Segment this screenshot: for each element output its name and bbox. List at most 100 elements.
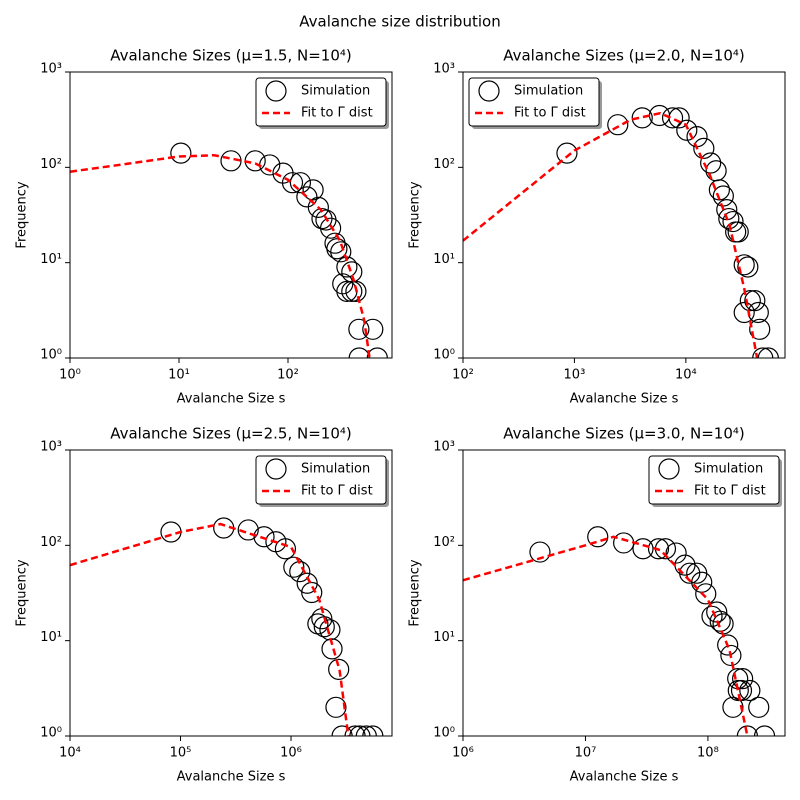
data-point: [345, 280, 367, 302]
data-point: [730, 679, 753, 702]
legend: Simulation Fit to Γ dist: [468, 77, 602, 129]
data-point: [693, 137, 715, 159]
data-point: [302, 179, 324, 201]
data-point: [739, 679, 761, 702]
data-point: [587, 526, 609, 548]
data-point: [289, 172, 312, 194]
figure-title: Avalanche size distribution: [299, 13, 500, 31]
axes-frame: [69, 449, 393, 737]
data-point: [737, 256, 759, 278]
data-point: [752, 347, 774, 358]
y-tick-label: 10²: [433, 157, 455, 172]
fit-line: [70, 522, 350, 736]
legend-marker: [265, 80, 287, 102]
fit-line: [463, 535, 749, 736]
data-point: [328, 658, 350, 680]
y-tick-label: 10²: [433, 535, 455, 550]
x-axis-label: Avalanche Size s: [177, 770, 286, 785]
legend: Simulation Fit to Γ dist: [648, 455, 782, 507]
y-tick-label: 10²: [40, 535, 62, 550]
data-point: [355, 725, 377, 736]
data-point: [220, 150, 242, 172]
plot-area: [463, 104, 779, 358]
data-point: [607, 114, 629, 136]
y-tick-label: 10⁰: [40, 726, 62, 741]
subplot: Avalanche Sizes (μ=2.5, N=10⁴) Avalanche …: [15, 425, 393, 785]
data-point: [733, 301, 755, 324]
subplot-title: Avalanche Sizes (μ=3.0, N=10⁴): [503, 425, 745, 443]
legend-marker: [265, 458, 287, 480]
y-tick-label: 10⁰: [433, 726, 455, 741]
data-point: [529, 541, 551, 563]
subplot: Avalanche Sizes (μ=2.0, N=10⁴) Avalanche …: [408, 47, 786, 407]
legend-label: Simulation: [301, 462, 370, 477]
y-axis-label: Frequency: [15, 181, 30, 248]
data-point: [362, 318, 384, 340]
subplot-title: Avalanche Sizes (μ=2.0, N=10⁴): [503, 47, 745, 65]
x-tick-label: 10⁸: [697, 746, 719, 761]
y-axis-label: Frequency: [408, 181, 423, 248]
x-tick-label: 10⁵: [170, 746, 192, 761]
data-point: [296, 572, 318, 594]
data-point: [170, 142, 192, 164]
y-axis-label: Frequency: [408, 559, 423, 626]
y-axis-label: Frequency: [15, 559, 30, 626]
data-point: [283, 556, 305, 578]
data-point: [753, 725, 776, 736]
data-point: [366, 347, 388, 358]
y-tick-label: 10³: [433, 440, 455, 455]
y-tick-label: 10³: [40, 62, 62, 77]
data-point: [732, 668, 754, 690]
data-point: [253, 526, 275, 548]
data-point: [348, 318, 370, 340]
x-tick-label: 10⁰: [59, 368, 81, 383]
x-tick-label: 10⁶: [452, 746, 474, 761]
legend-label: Fit to Γ dist: [514, 106, 586, 121]
data-point: [679, 562, 701, 584]
data-point: [321, 638, 343, 660]
data-point: [296, 186, 318, 208]
data-point: [717, 634, 739, 656]
plot-area: [463, 526, 776, 736]
x-tick-label: 10⁶: [280, 746, 302, 761]
data-point: [313, 616, 335, 638]
legend-label: Fit to Γ dist: [301, 106, 373, 121]
y-tick-label: 10¹: [433, 630, 455, 645]
legend-label: Simulation: [694, 462, 763, 477]
x-axis-label: Avalanche Size s: [570, 770, 679, 785]
data-point: [344, 725, 366, 736]
legend-label: Simulation: [514, 84, 583, 99]
data-point: [331, 725, 353, 736]
data-point: [349, 725, 371, 736]
data-point: [736, 725, 758, 736]
data-point: [744, 290, 766, 312]
data-point: [281, 172, 304, 194]
legend-label: Fit to Γ dist: [694, 484, 766, 499]
axes-frame: [462, 71, 786, 359]
y-tick-label: 10²: [40, 157, 62, 172]
legend: Simulation Fit to Γ dist: [255, 77, 389, 129]
data-point: [647, 538, 670, 560]
data-point: [632, 538, 654, 560]
subplot: Avalanche Sizes (μ=3.0, N=10⁴) Avalanche …: [408, 425, 786, 785]
data-point: [708, 179, 730, 201]
x-tick-label: 10³: [564, 368, 586, 383]
y-tick-label: 10¹: [40, 630, 62, 645]
data-point: [700, 152, 722, 174]
data-point: [661, 107, 684, 129]
axes-frame: [69, 71, 393, 359]
legend-marker: [478, 80, 500, 102]
data-point: [709, 610, 731, 632]
axes-frame: [462, 449, 786, 737]
y-tick-label: 10⁰: [433, 348, 455, 363]
y-tick-label: 10³: [433, 62, 455, 77]
data-point: [556, 142, 578, 164]
y-tick-label: 10⁰: [40, 348, 62, 363]
x-axis-label: Avalanche Size s: [177, 392, 286, 407]
subplot-title: Avalanche Sizes (μ=1.5, N=10⁴): [110, 47, 352, 65]
subplot: Avalanche Sizes (μ=1.5, N=10⁴) Avalanche …: [15, 47, 393, 407]
data-point: [695, 583, 717, 605]
data-point: [739, 290, 761, 312]
legend-label: Simulation: [301, 84, 370, 99]
